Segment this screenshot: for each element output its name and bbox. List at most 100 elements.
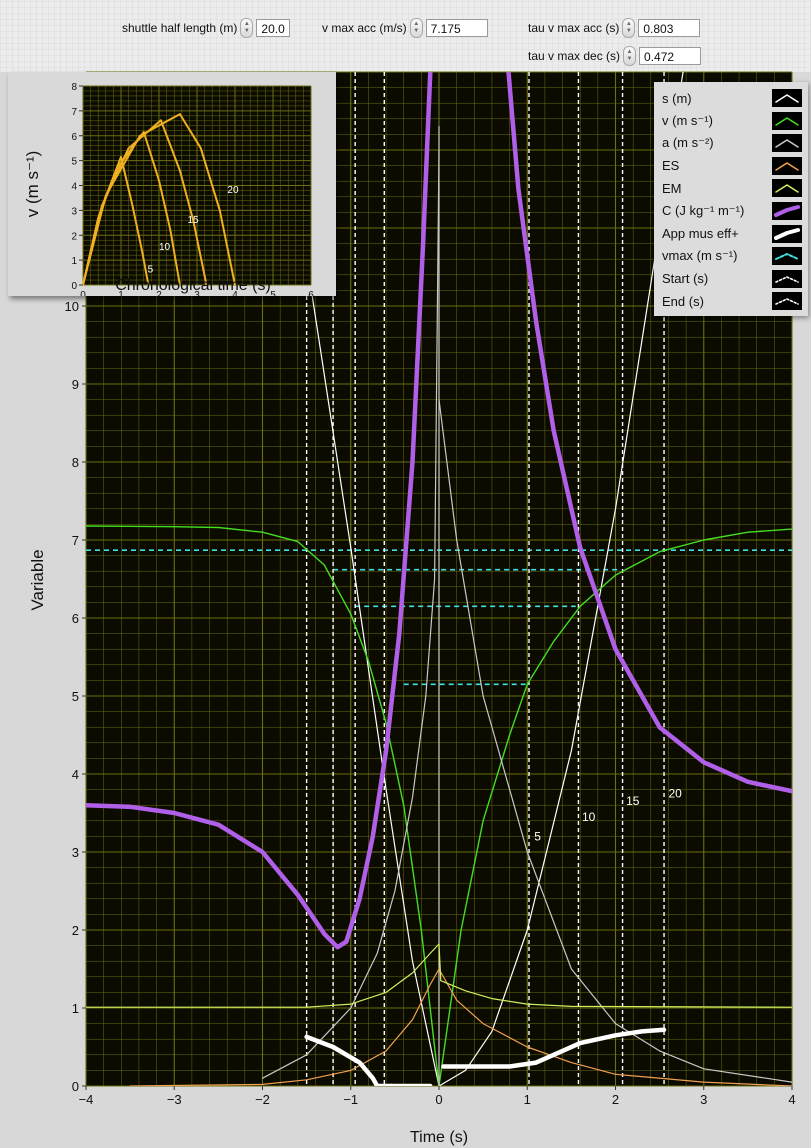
- inset-x-tick-label: 1: [118, 290, 124, 296]
- tau-v-max-acc-input[interactable]: 0.803: [638, 19, 701, 37]
- chevron-down-icon[interactable]: ▼: [625, 28, 632, 34]
- legend-swatch[interactable]: [772, 179, 802, 198]
- legend-item-vmax: vmax (m s⁻¹): [662, 246, 802, 266]
- inset-curve-label: 15: [188, 215, 200, 226]
- shuttle-half-length-spinner[interactable]: ▲ ▼: [240, 18, 254, 38]
- series-line-C_left: [86, 72, 433, 950]
- inset-x-tick-label: 5: [270, 290, 276, 296]
- legend-swatch-bg: [772, 269, 802, 288]
- inset-y-tick-label: 8: [71, 82, 77, 93]
- legend-swatch[interactable]: [772, 292, 802, 311]
- inset-y-tick-label: 4: [71, 182, 77, 193]
- tau-v-max-acc-spinner[interactable]: ▲ ▼: [622, 18, 636, 38]
- x-tick-label: 0: [435, 1092, 442, 1107]
- x-tick-label: −3: [167, 1092, 182, 1107]
- series-line-a_left: [261, 149, 440, 1079]
- legend-swatch-bg: [772, 156, 802, 175]
- y-tick-label: 10: [65, 299, 79, 314]
- legend-label: EM: [662, 180, 682, 196]
- legend-item-s: s (m): [662, 88, 802, 108]
- chevron-up-icon[interactable]: ▲: [243, 21, 250, 27]
- series-line-EM_drop: [438, 943, 442, 982]
- legend-swatch[interactable]: [772, 224, 802, 243]
- legend-item-start: Start (s): [662, 269, 802, 289]
- legend-item-a: a (m s⁻²): [662, 133, 802, 153]
- end-line-labels: 5 10 15 20: [534, 786, 682, 843]
- tau-v-max-dec-label: tau v max dec (s): [528, 49, 621, 63]
- legend-label: v (m s⁻¹): [662, 112, 713, 128]
- legend-swatch-bg: [772, 292, 802, 311]
- chevron-up-icon[interactable]: ▲: [625, 21, 632, 27]
- legend-swatch-mark: [774, 205, 800, 217]
- tau-v-max-dec-control: tau v max dec (s) ▲ ▼ 0.472: [528, 46, 702, 66]
- x-tick-label: −2: [255, 1092, 270, 1107]
- legend: s (m) v (m s⁻¹) a (m s⁻²) ES EM C (J kg⁻¹ m⁻¹…: [654, 82, 808, 316]
- series-line-v_right: [438, 528, 792, 1086]
- v-max-acc-input[interactable]: 7.175: [425, 19, 488, 37]
- inset-curve-label: 10: [159, 242, 171, 253]
- y-tick-label: 9: [72, 377, 79, 392]
- inset-chart: 5 10 15 20 0 1 2 3 4 5 6 0 1 2 3 4 5 6 7 8 Chronological t…: [23, 82, 314, 301]
- chevron-up-icon[interactable]: ▲: [413, 21, 420, 27]
- y-axis-label: Variable: [28, 549, 47, 610]
- inset-curve-label: 5: [148, 265, 154, 276]
- x-tick-label: 3: [700, 1092, 707, 1107]
- x-tick-label: 2: [612, 1092, 619, 1107]
- legend-label: Start (s): [662, 271, 709, 287]
- chevron-down-icon[interactable]: ▼: [626, 56, 633, 62]
- tau-v-max-acc-label: tau v max acc (s): [528, 21, 620, 35]
- y-tick-label: 7: [72, 533, 79, 548]
- y-tick-label: 1: [72, 1001, 79, 1016]
- legend-label: vmax (m s⁻¹): [662, 248, 738, 264]
- legend-swatch-mark: [775, 161, 799, 171]
- legend-swatch-bg: [772, 247, 802, 266]
- end-line-label: 10: [582, 810, 596, 824]
- x-tick-label: 1: [524, 1092, 531, 1107]
- inset-y-tick-label: 7: [71, 107, 77, 118]
- series-line-a_right: [438, 399, 792, 1083]
- inset-curve-d15: [82, 119, 208, 286]
- inset-x-axis-label: Chronological time (s): [115, 277, 271, 294]
- inset-grid: [82, 85, 312, 286]
- legend-swatch[interactable]: [772, 156, 802, 175]
- legend-swatch-mark: [775, 184, 799, 194]
- toolbar: shuttle half length (m) ▲ ▼ 20.0 v max ac…: [0, 0, 811, 72]
- legend-swatch[interactable]: [772, 247, 802, 266]
- tau-v-max-dec-input[interactable]: 0.472: [639, 47, 702, 65]
- inset-y-tick-label: 1: [71, 256, 77, 267]
- inset-x-tick-label: 4: [232, 290, 238, 296]
- series-line-C_right: [506, 72, 792, 794]
- chevron-down-icon[interactable]: ▼: [243, 28, 250, 34]
- legend-swatch[interactable]: [772, 89, 802, 107]
- v-max-acc-spinner[interactable]: ▲ ▼: [409, 18, 423, 38]
- legend-swatch-mark: [775, 253, 799, 261]
- inset-y-tick-label: 6: [71, 132, 77, 143]
- v-max-acc-control: v max acc (m/s) ▲ ▼ 7.175: [322, 18, 488, 38]
- legend-swatch[interactable]: [772, 269, 802, 288]
- y-tick-label: 2: [72, 923, 79, 938]
- y-tick-label: 0: [72, 1079, 79, 1094]
- series-line-ES_left: [129, 968, 440, 1086]
- tau-v-max-dec-spinner[interactable]: ▲ ▼: [623, 46, 637, 66]
- legend-swatch-mark: [775, 116, 799, 126]
- end-line-label: 5: [534, 829, 541, 843]
- y-tick-label: 5: [72, 689, 79, 704]
- chevron-up-icon[interactable]: ▲: [626, 49, 633, 55]
- inset-x-tick-label: 0: [80, 290, 86, 296]
- legend-swatch[interactable]: [772, 111, 802, 130]
- series-line-EM_left: [86, 943, 440, 1008]
- inset-x-tick-label: 6: [308, 290, 314, 296]
- end-line-label: 20: [668, 786, 682, 800]
- tau-v-max-acc-control: tau v max acc (s) ▲ ▼ 0.803: [528, 18, 701, 38]
- shuttle-half-length-input[interactable]: 20.0: [256, 19, 291, 37]
- series-line-app_left: [304, 1034, 393, 1086]
- chevron-down-icon[interactable]: ▼: [413, 28, 420, 34]
- legend-swatch-mark: [774, 227, 800, 240]
- series-line-s_right: [438, 72, 684, 1086]
- legend-swatch[interactable]: [772, 202, 802, 220]
- x-tick-label: 4: [788, 1092, 795, 1107]
- legend-swatch[interactable]: [772, 134, 802, 153]
- inset-y-tick-label: 0: [71, 281, 77, 292]
- legend-swatch-bg: [772, 111, 802, 130]
- y-tick-label: 3: [72, 845, 79, 860]
